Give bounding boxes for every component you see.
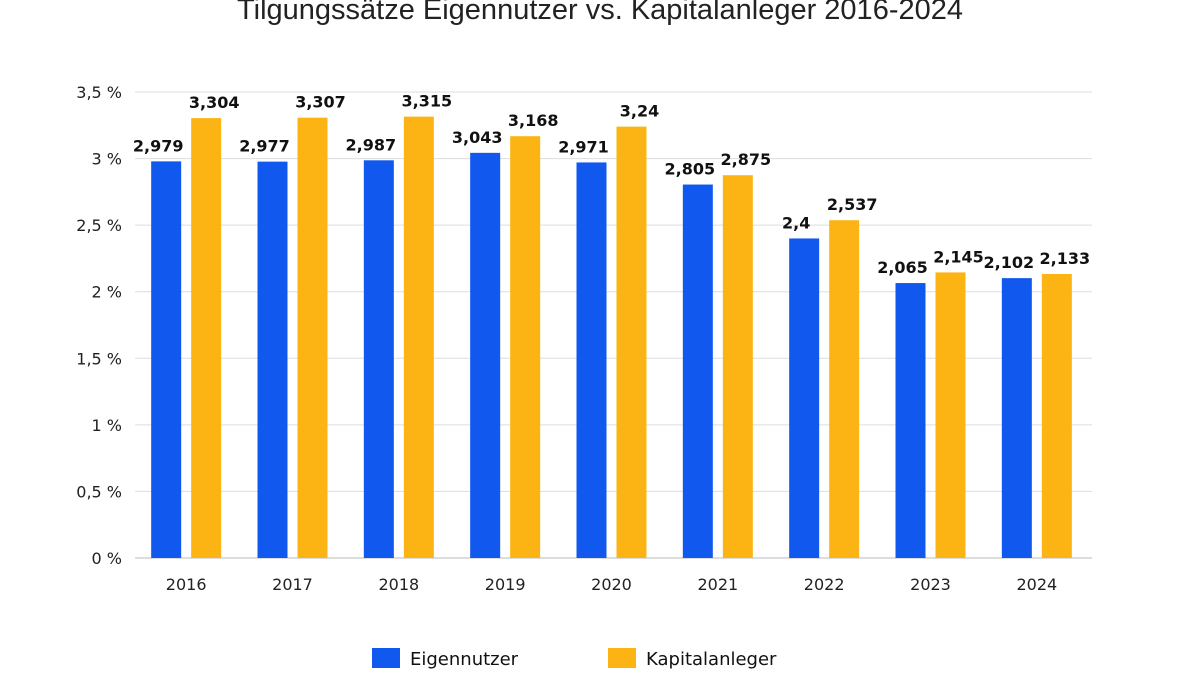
bar-eigennutzer xyxy=(895,283,926,558)
x-tick-label: 2019 xyxy=(485,575,526,594)
bar-eigennutzer xyxy=(576,162,607,559)
bar-kapitalanleger xyxy=(616,126,647,559)
y-tick-label: 0,5 % xyxy=(76,482,122,501)
y-tick-label: 2,5 % xyxy=(76,216,122,235)
legend-label: Kapitalanleger xyxy=(646,649,777,670)
x-tick-label: 2017 xyxy=(272,575,313,594)
data-label: 3,043 xyxy=(452,128,503,147)
data-label: 2,065 xyxy=(877,258,928,277)
bar-kapitalanleger xyxy=(935,272,966,558)
data-label: 2,979 xyxy=(133,136,184,155)
data-label: 2,145 xyxy=(933,247,984,266)
bar-eigennutzer xyxy=(151,161,182,558)
data-label: 3,168 xyxy=(508,111,559,130)
bar-eigennutzer xyxy=(257,161,288,558)
y-tick-label: 3,5 % xyxy=(76,83,122,102)
data-label: 3,24 xyxy=(620,102,659,121)
bar-kapitalanleger xyxy=(510,136,541,558)
bar-kapitalanleger xyxy=(1041,274,1072,558)
y-tick-label: 1 % xyxy=(92,416,122,435)
bar-eigennutzer xyxy=(470,152,501,558)
data-label: 2,875 xyxy=(721,150,772,169)
y-tick-label: 3 % xyxy=(92,150,122,169)
data-label: 3,304 xyxy=(189,93,240,112)
x-tick-label: 2024 xyxy=(1016,575,1057,594)
x-tick-label: 2016 xyxy=(166,575,207,594)
y-tick-label: 2 % xyxy=(92,283,122,302)
data-label: 2,102 xyxy=(984,253,1035,272)
data-label: 3,307 xyxy=(295,93,346,112)
x-tick-label: 2023 xyxy=(910,575,951,594)
legend-swatch xyxy=(608,648,636,668)
data-label: 2,987 xyxy=(346,135,397,154)
x-tick-label: 2018 xyxy=(378,575,419,594)
legend-label: Eigennutzer xyxy=(410,649,519,670)
y-tick-label: 1,5 % xyxy=(76,349,122,368)
bar-kapitalanleger xyxy=(722,175,753,558)
data-label: 2,133 xyxy=(1040,249,1091,268)
data-label: 3,315 xyxy=(402,92,453,111)
chart-title: Tilgungssätze Eigennutzer vs. Kapitalanl… xyxy=(236,0,963,26)
data-label: 2,4 xyxy=(782,213,810,232)
bar-kapitalanleger xyxy=(191,118,222,558)
bar-kapitalanleger xyxy=(403,116,434,558)
bar-eigennutzer xyxy=(1001,278,1032,558)
bar-kapitalanleger xyxy=(297,117,328,559)
bar-eigennutzer xyxy=(363,160,394,558)
data-label: 2,971 xyxy=(558,137,609,156)
bar-kapitalanleger xyxy=(829,220,860,559)
bar-eigennutzer xyxy=(789,238,820,558)
data-label: 2,977 xyxy=(239,137,290,156)
legend-swatch xyxy=(372,648,400,668)
bar-eigennutzer xyxy=(682,184,713,558)
data-label: 2,537 xyxy=(827,195,878,214)
x-tick-label: 2022 xyxy=(804,575,845,594)
x-tick-label: 2020 xyxy=(591,575,632,594)
x-tick-label: 2021 xyxy=(697,575,738,594)
y-tick-label: 0 % xyxy=(92,549,122,568)
data-label: 2,805 xyxy=(665,160,716,179)
